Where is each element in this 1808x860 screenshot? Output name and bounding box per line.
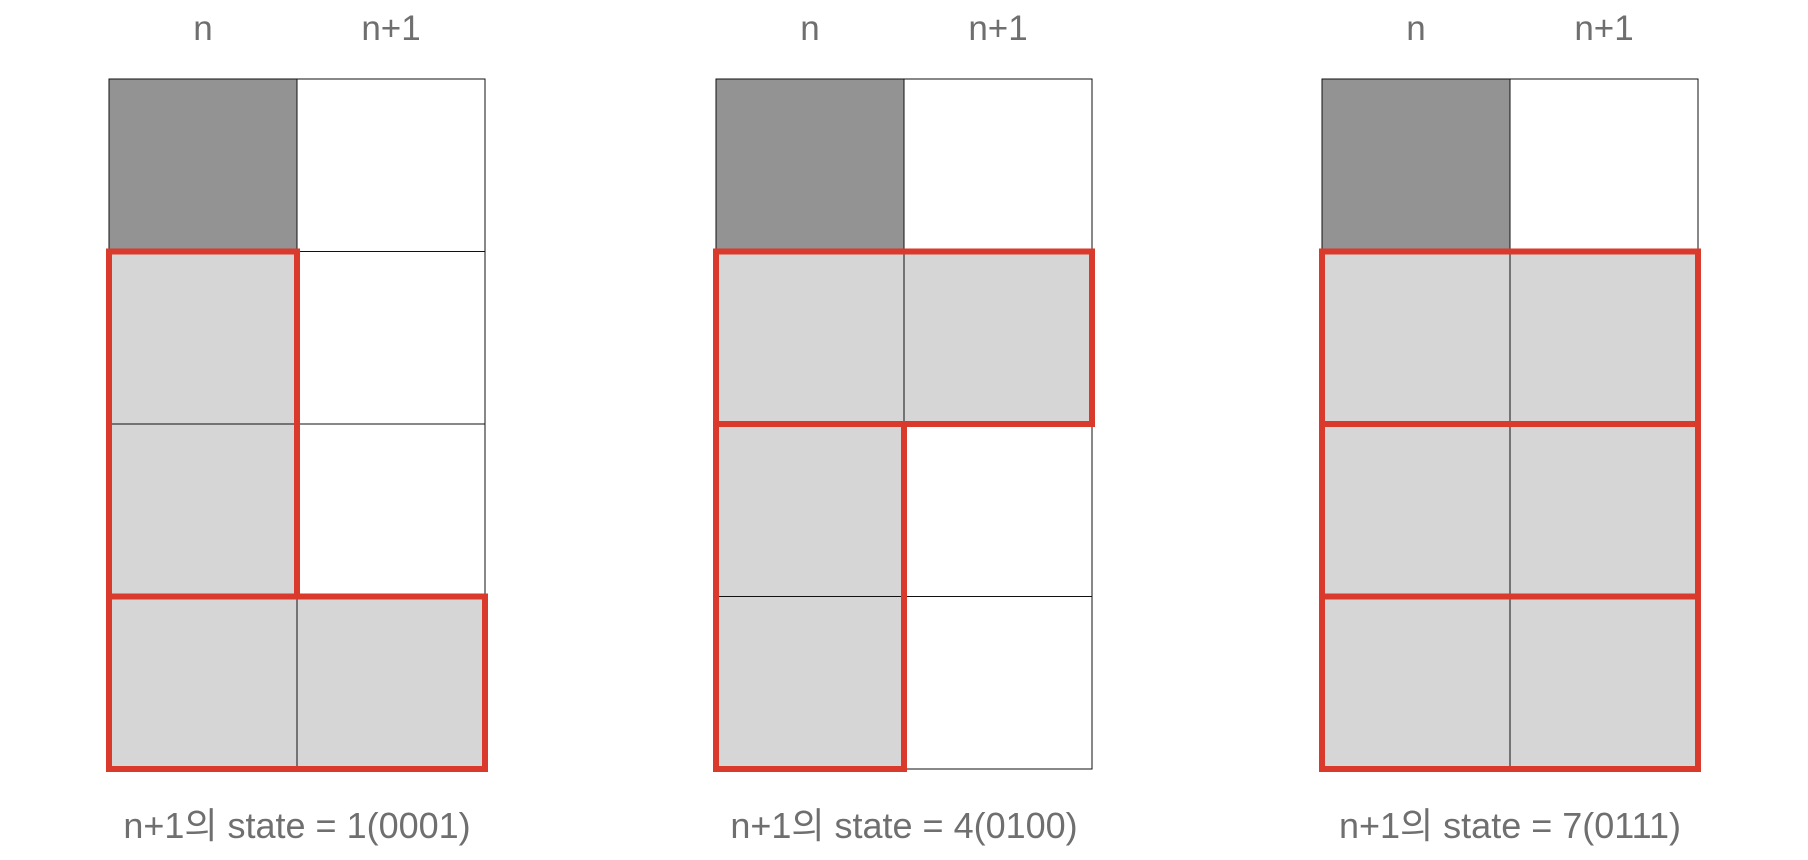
grid-cell-r1-c0-light bbox=[108, 251, 298, 425]
panel-2: n n+1 n+1의 state = 4(0100) bbox=[713, 9, 1095, 846]
grid-cell-r0-c0-dark bbox=[108, 78, 298, 252]
grid-cell-r0-c1-empty bbox=[903, 78, 1093, 252]
vertical-tile-outline-2 bbox=[713, 421, 907, 772]
column-label-n-plus-1: n+1 bbox=[1574, 9, 1633, 48]
grid-cell-r3-c0-light bbox=[1321, 596, 1511, 770]
grid-cell-r3-c0-light bbox=[715, 596, 905, 770]
state-caption: n+1의 state = 4(0100) bbox=[730, 805, 1077, 846]
grid-cell-r0-c1-empty bbox=[1509, 78, 1699, 252]
horizontal-tile-outline-3 bbox=[1319, 593, 1701, 772]
state-caption: n+1의 state = 7(0111) bbox=[1339, 805, 1681, 846]
state-caption: n+1의 state = 1(0001) bbox=[123, 805, 470, 846]
panel-1: n n+1 n+1의 state = 1(0001) bbox=[106, 9, 488, 846]
column-label-n: n bbox=[1406, 9, 1425, 48]
grid-cell-r2-c0-light bbox=[715, 423, 905, 597]
grid-cell-r1-c1-light bbox=[1509, 251, 1699, 425]
column-label-n-plus-1: n+1 bbox=[361, 9, 420, 48]
grid-cell-r2-c0-light bbox=[1321, 423, 1511, 597]
grid-cell-r3-c1-light bbox=[1509, 596, 1699, 770]
column-label-n-plus-1: n+1 bbox=[968, 9, 1027, 48]
grid-cell-r3-c1-light bbox=[296, 596, 486, 770]
grid-cell-r2-c1-light bbox=[1509, 423, 1699, 597]
column-label-n: n bbox=[193, 9, 212, 48]
column-label-n: n bbox=[800, 9, 819, 48]
grid-cell-r1-c0-light bbox=[715, 251, 905, 425]
panel-3: n n+1 n+1의 state = 7(0111) bbox=[1319, 9, 1701, 846]
grid-cell-r0-c0-dark bbox=[715, 78, 905, 252]
grid-cell-r2-c0-light bbox=[108, 423, 298, 597]
grid-cell-r1-c0-light bbox=[1321, 251, 1511, 425]
grid-cell-r3-c0-light bbox=[108, 596, 298, 770]
grid-cell-r1-c1-light bbox=[903, 251, 1093, 425]
grid-cell-r2-c1-empty bbox=[296, 423, 486, 597]
grid-cell-r1-c1-empty bbox=[296, 251, 486, 425]
horizontal-tile-outline-2 bbox=[106, 593, 488, 772]
grid-cell-r0-c1-empty bbox=[296, 78, 486, 252]
grid-cell-r0-c0-dark bbox=[1321, 78, 1511, 252]
grid-cell-r3-c1-empty bbox=[903, 596, 1093, 770]
grid-cell-r2-c1-empty bbox=[903, 423, 1093, 597]
